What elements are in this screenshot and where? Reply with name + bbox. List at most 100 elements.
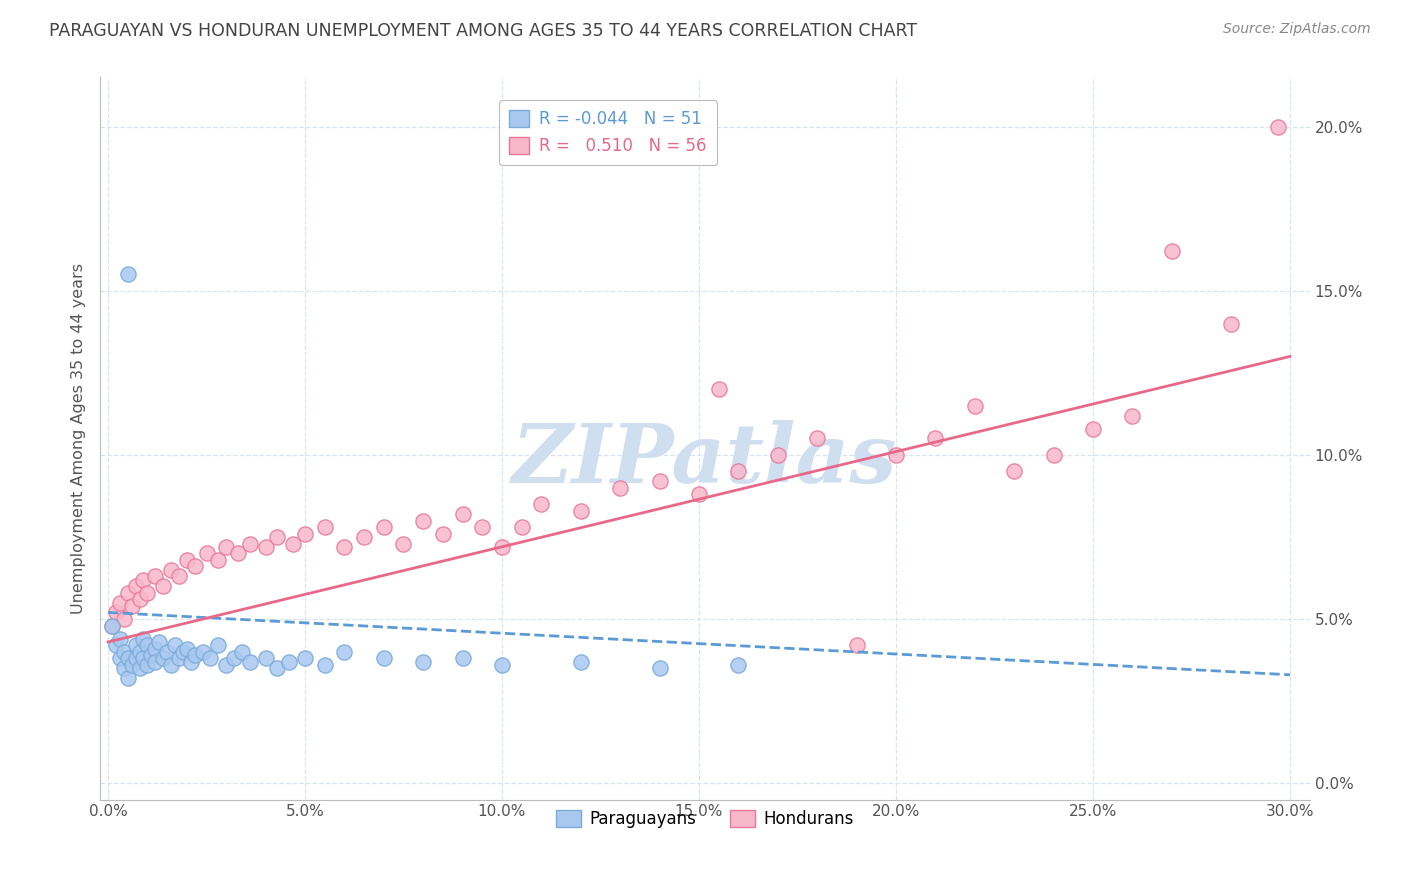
Point [333,645,356,659]
Point [132,573,155,587]
Point [451,651,474,665]
Point [333,540,356,554]
Point [432,526,454,541]
Point [124,651,146,665]
Point [136,657,159,672]
Point [491,540,513,554]
Point [180,655,202,669]
Point [254,540,277,554]
Point [845,638,868,652]
Point [117,651,139,665]
Legend: Paraguayans, Hondurans: Paraguayans, Hondurans [550,803,860,835]
Point [806,432,828,446]
Point [124,579,146,593]
Point [160,563,183,577]
Point [471,520,494,534]
Point [108,596,131,610]
Point [117,586,139,600]
Point [314,520,336,534]
Point [412,655,434,669]
Point [128,645,150,659]
Point [200,651,222,665]
Point [1121,409,1143,423]
Point [1002,464,1025,478]
Point [412,514,434,528]
Point [108,651,131,665]
Point [373,651,395,665]
Point [648,661,671,675]
Point [1160,244,1182,259]
Point [884,448,907,462]
Point [266,530,288,544]
Point [648,474,671,488]
Point [128,592,150,607]
Point [172,645,194,659]
Y-axis label: Unemployment Among Ages 35 to 44 years: Unemployment Among Ages 35 to 44 years [72,263,86,614]
Point [167,651,190,665]
Point [112,661,135,675]
Point [124,638,146,652]
Point [294,651,316,665]
Text: PARAGUAYAN VS HONDURAN UNEMPLOYMENT AMONG AGES 35 TO 44 YEARS CORRELATION CHART: PARAGUAYAN VS HONDURAN UNEMPLOYMENT AMON… [49,22,917,40]
Point [152,651,174,665]
Point [117,268,139,282]
Point [121,657,143,672]
Point [530,497,553,511]
Point [101,618,124,632]
Point [183,648,205,662]
Point [136,586,159,600]
Point [191,645,214,659]
Point [215,540,238,554]
Point [152,579,174,593]
Point [136,638,159,652]
Point [222,651,245,665]
Text: Source: ZipAtlas.com: Source: ZipAtlas.com [1223,22,1371,37]
Point [215,657,238,672]
Point [143,569,166,583]
Point [1042,448,1064,462]
Point [195,546,218,560]
Point [104,606,127,620]
Point [167,569,190,583]
Point [254,651,277,665]
Point [176,553,198,567]
Point [491,657,513,672]
Point [207,553,229,567]
Point [1081,422,1104,436]
Point [766,448,789,462]
Point [1219,317,1241,331]
Text: ZIPatlas: ZIPatlas [512,420,897,500]
Point [283,536,305,550]
Point [688,487,710,501]
Point [727,464,749,478]
Point [226,546,249,560]
Point [141,648,163,662]
Point [609,481,631,495]
Point [101,618,124,632]
Point [1267,120,1289,134]
Point [132,632,155,646]
Point [963,399,986,413]
Point [128,661,150,675]
Point [112,612,135,626]
Point [160,657,183,672]
Point [117,671,139,685]
Point [104,638,127,652]
Point [924,432,946,446]
Point [112,645,135,659]
Point [569,655,592,669]
Point [727,657,749,672]
Point [569,504,592,518]
Point [143,655,166,669]
Point [121,599,143,613]
Point [266,661,288,675]
Point [392,536,415,550]
Point [510,520,533,534]
Point [143,641,166,656]
Point [278,655,301,669]
Point [207,638,229,652]
Point [239,536,262,550]
Point [314,657,336,672]
Point [451,507,474,521]
Point [294,526,316,541]
